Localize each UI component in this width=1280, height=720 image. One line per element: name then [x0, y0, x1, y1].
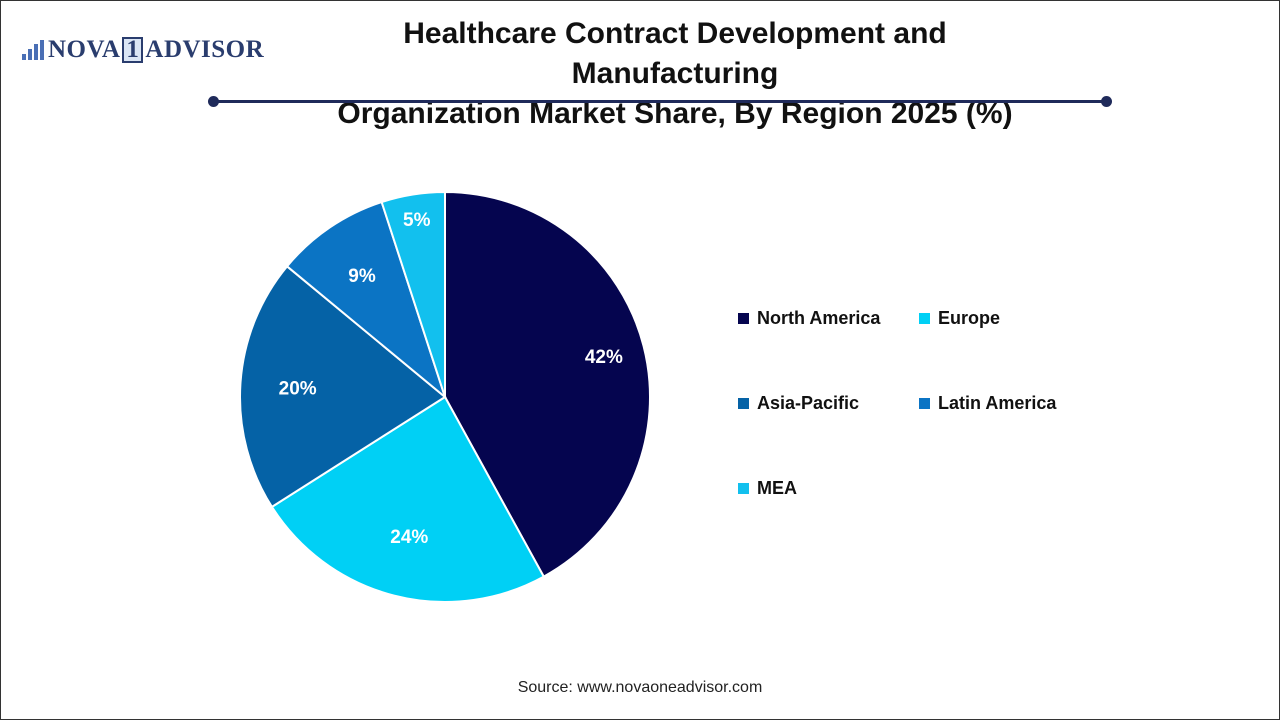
legend-swatch — [919, 398, 930, 409]
pie-slice-asia-pacific — [239, 264, 447, 509]
pie-slice-latin-america — [285, 200, 448, 400]
legend-item: Latin America — [919, 393, 1056, 414]
legend-item: Europe — [919, 308, 1000, 329]
data-label: 42% — [585, 347, 623, 368]
logo: NOVA 1 ADVISOR — [22, 36, 264, 64]
legend-item: Asia-Pacific — [738, 393, 859, 414]
source-note: Source: www.novaoneadvisor.com — [517, 679, 763, 696]
pie-slice-europe — [270, 395, 546, 603]
legend-label: Europe — [938, 308, 1001, 328]
underline-right-dot — [1101, 96, 1112, 107]
pie-slice-north-america — [444, 190, 651, 579]
underline-left-dot — [208, 96, 219, 107]
pie-slice-mea — [380, 190, 446, 398]
legend-label: Asia-Pacific — [757, 393, 860, 413]
logo-bars-icon — [22, 40, 44, 60]
data-label: 24% — [390, 527, 428, 548]
logo-text-mid: 1 — [122, 37, 144, 63]
data-label: 9% — [348, 266, 376, 287]
logo-text-right: ADVISOR — [145, 36, 265, 63]
legend-label: Latin America — [938, 393, 1057, 413]
legend-swatch — [738, 398, 749, 409]
legend-item: MEA — [738, 478, 797, 499]
legend-item: North America — [738, 308, 880, 329]
data-label: 5% — [403, 210, 431, 231]
legend-swatch — [738, 313, 749, 324]
legend-swatch — [919, 313, 930, 324]
legend-swatch — [738, 483, 749, 494]
legend-label: MEA — [757, 478, 797, 498]
legend-label: North America — [757, 308, 881, 328]
chart-title-line1: Healthcare Contract Development and Manu… — [403, 17, 947, 90]
logo-text-left: NOVA — [48, 36, 121, 63]
title-underline — [213, 100, 1107, 103]
data-label: 20% — [279, 379, 317, 400]
